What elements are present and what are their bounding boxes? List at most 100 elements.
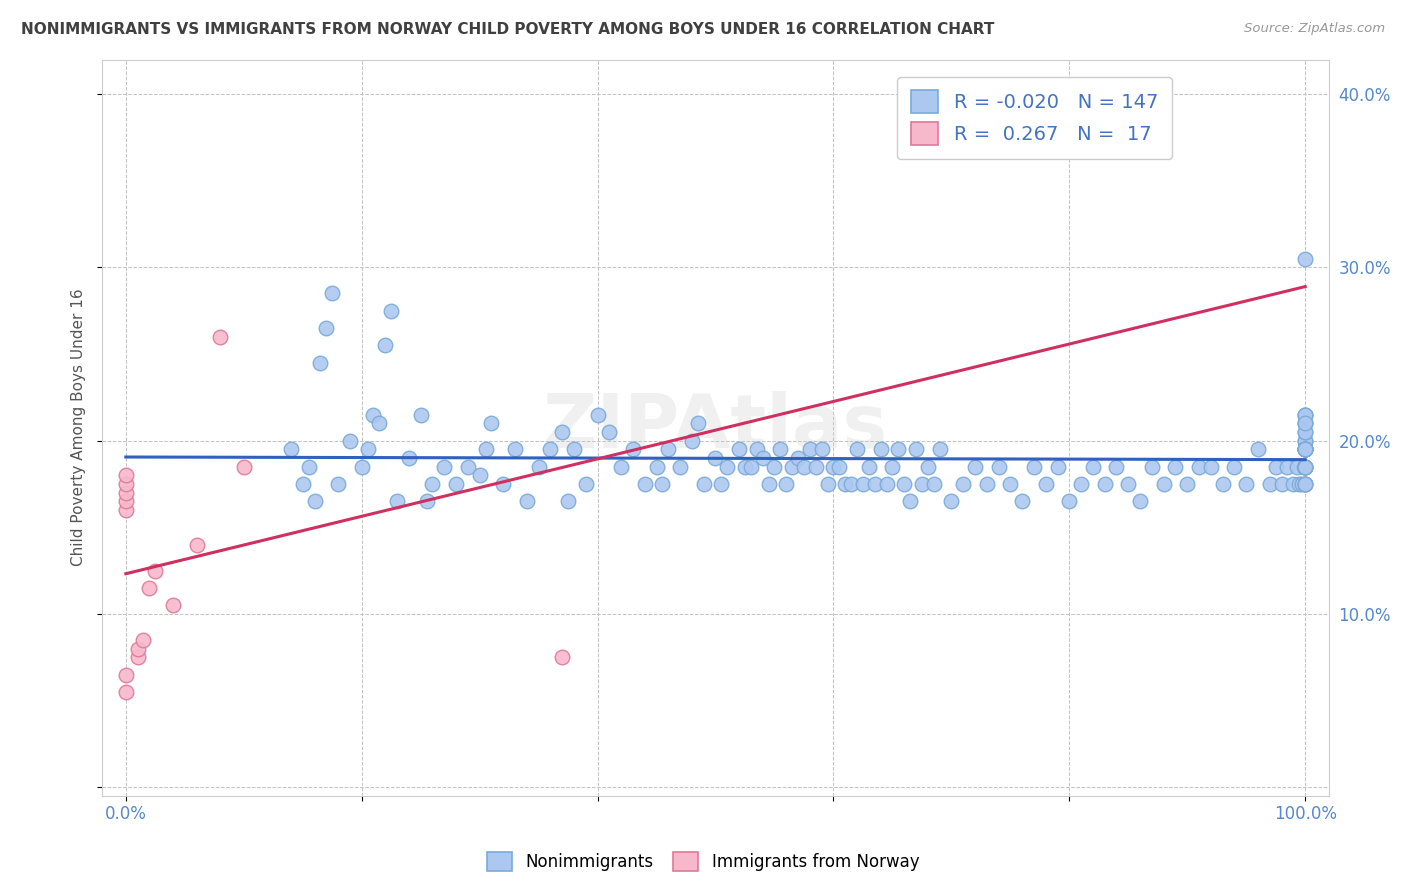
Point — [433, 459, 456, 474]
Point — [339, 434, 361, 448]
Point — [793, 459, 815, 474]
Point — [1294, 417, 1316, 431]
Point — [1294, 417, 1316, 431]
Y-axis label: Child Poverty Among Boys Under 16: Child Poverty Among Boys Under 16 — [72, 289, 86, 566]
Point — [551, 425, 574, 439]
Point — [887, 442, 910, 457]
Point — [911, 477, 934, 491]
Point — [869, 442, 891, 457]
Point — [634, 477, 657, 491]
Point — [114, 468, 136, 483]
Point — [280, 442, 302, 457]
Point — [1081, 459, 1104, 474]
Point — [309, 356, 332, 370]
Point — [385, 494, 408, 508]
Point — [882, 459, 904, 474]
Point — [817, 477, 839, 491]
Point — [917, 459, 939, 474]
Point — [745, 442, 768, 457]
Point — [356, 442, 378, 457]
Point — [1199, 459, 1222, 474]
Point — [734, 459, 756, 474]
Point — [834, 477, 856, 491]
Legend: R = -0.020   N = 147, R =  0.267   N =  17: R = -0.020 N = 147, R = 0.267 N = 17 — [897, 77, 1171, 159]
Point — [787, 450, 810, 465]
Point — [1000, 477, 1022, 491]
Point — [1129, 494, 1152, 508]
Point — [598, 425, 620, 439]
Point — [1258, 477, 1281, 491]
Point — [209, 330, 232, 344]
Point — [1294, 459, 1316, 474]
Point — [904, 442, 927, 457]
Legend: Nonimmigrants, Immigrants from Norway: Nonimmigrants, Immigrants from Norway — [478, 843, 928, 880]
Point — [1164, 459, 1187, 474]
Point — [1294, 408, 1316, 422]
Point — [941, 494, 963, 508]
Point — [1294, 459, 1316, 474]
Point — [810, 442, 832, 457]
Point — [1294, 442, 1316, 457]
Point — [621, 442, 644, 457]
Point — [1277, 459, 1299, 474]
Point — [846, 442, 869, 457]
Point — [562, 442, 585, 457]
Point — [457, 459, 479, 474]
Point — [321, 286, 343, 301]
Point — [1046, 459, 1069, 474]
Point — [1105, 459, 1128, 474]
Point — [893, 477, 915, 491]
Point — [692, 477, 714, 491]
Point — [823, 459, 845, 474]
Point — [1212, 477, 1234, 491]
Point — [468, 468, 491, 483]
Point — [363, 408, 385, 422]
Point — [1188, 459, 1211, 474]
Point — [538, 442, 561, 457]
Point — [380, 303, 402, 318]
Point — [1116, 477, 1139, 491]
Point — [127, 641, 149, 656]
Point — [716, 459, 738, 474]
Point — [1035, 477, 1057, 491]
Text: ZIPAtlas: ZIPAtlas — [543, 392, 889, 464]
Point — [1011, 494, 1033, 508]
Point — [804, 459, 827, 474]
Point — [1175, 477, 1198, 491]
Point — [1059, 494, 1081, 508]
Point — [799, 442, 821, 457]
Point — [132, 632, 155, 647]
Point — [952, 477, 974, 491]
Point — [1294, 425, 1316, 439]
Point — [1294, 442, 1316, 457]
Point — [114, 485, 136, 500]
Point — [1294, 408, 1316, 422]
Text: Source: ZipAtlas.com: Source: ZipAtlas.com — [1244, 22, 1385, 36]
Point — [1294, 477, 1316, 491]
Point — [852, 477, 875, 491]
Point — [368, 417, 391, 431]
Point — [1234, 477, 1257, 491]
Point — [1282, 477, 1305, 491]
Point — [858, 459, 880, 474]
Point — [1288, 477, 1310, 491]
Point — [976, 477, 998, 491]
Point — [1294, 459, 1316, 474]
Point — [1294, 442, 1316, 457]
Point — [492, 477, 515, 491]
Point — [681, 434, 703, 448]
Point — [586, 408, 609, 422]
Point — [963, 459, 986, 474]
Point — [898, 494, 921, 508]
Point — [291, 477, 314, 491]
Point — [1294, 442, 1316, 457]
Point — [1294, 459, 1316, 474]
Point — [669, 459, 692, 474]
Point — [304, 494, 326, 508]
Point — [516, 494, 538, 508]
Point — [398, 450, 420, 465]
Point — [828, 459, 851, 474]
Point — [127, 650, 149, 665]
Point — [1294, 434, 1316, 448]
Point — [1153, 477, 1175, 491]
